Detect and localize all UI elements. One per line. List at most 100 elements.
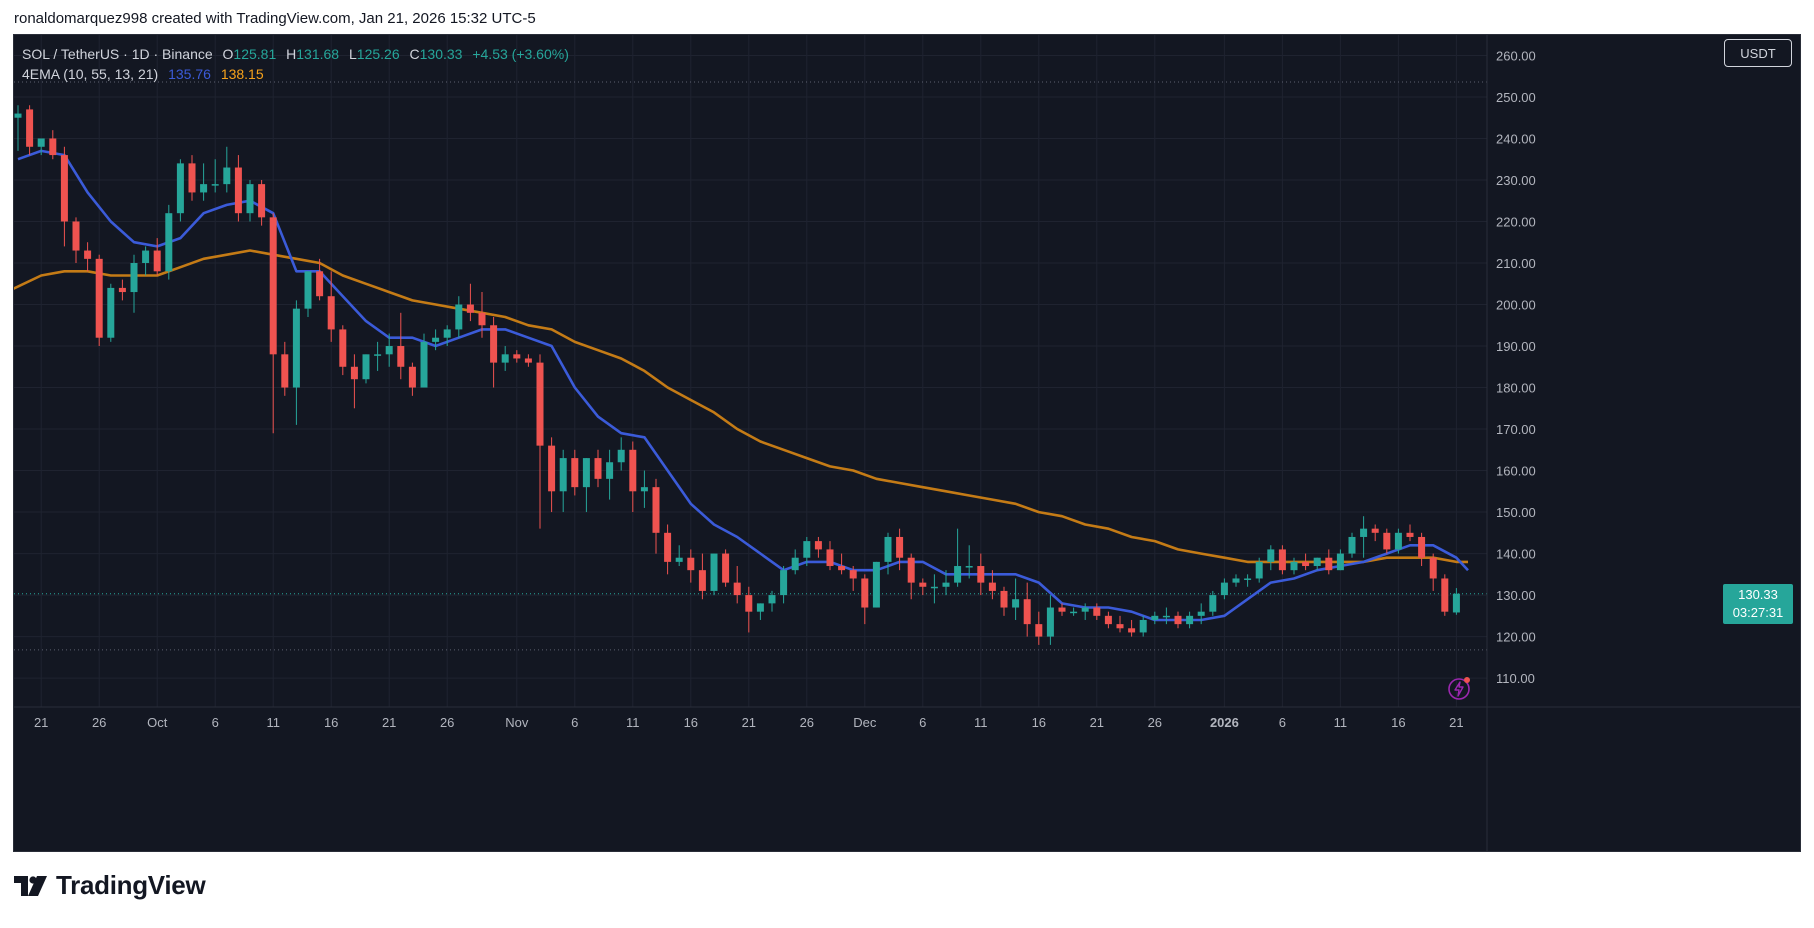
candle bbox=[1441, 574, 1449, 616]
candle-body bbox=[513, 354, 521, 359]
tradingview-logo-icon bbox=[14, 875, 47, 896]
candle bbox=[513, 350, 521, 363]
candle bbox=[478, 292, 486, 338]
lightning-icon[interactable] bbox=[1447, 675, 1473, 701]
time-tick-label: 16 bbox=[1032, 715, 1046, 730]
candle bbox=[1325, 549, 1333, 575]
candle bbox=[768, 590, 776, 612]
candle-body bbox=[142, 250, 150, 263]
candle bbox=[258, 179, 266, 226]
candle bbox=[1360, 516, 1368, 558]
candle-body bbox=[443, 329, 451, 338]
candle-body bbox=[1186, 615, 1194, 625]
time-tick-label: Dec bbox=[853, 715, 877, 730]
candle-body bbox=[675, 557, 683, 562]
time-tick-label: 16 bbox=[324, 715, 338, 730]
legend-row-indicator: 4EMA (10, 55, 13, 21) 135.76 138.15 bbox=[22, 64, 569, 84]
candle bbox=[60, 146, 68, 247]
candle bbox=[188, 155, 196, 201]
high-label: H bbox=[286, 46, 297, 62]
candle-body bbox=[1162, 615, 1170, 618]
time-tick-label: 21 bbox=[1449, 715, 1463, 730]
candle bbox=[1116, 615, 1124, 633]
candle-body bbox=[733, 582, 741, 596]
candle-body bbox=[698, 570, 706, 591]
candle-body bbox=[211, 184, 219, 186]
candle bbox=[1186, 611, 1194, 629]
candle-body bbox=[884, 536, 892, 562]
candle-body bbox=[640, 487, 648, 492]
candle-body bbox=[977, 566, 985, 583]
candle-body bbox=[594, 458, 602, 479]
candle bbox=[582, 458, 590, 513]
candle-body bbox=[1174, 615, 1182, 625]
candle bbox=[1197, 603, 1205, 625]
candle-body bbox=[791, 557, 799, 571]
candle-body bbox=[490, 325, 498, 363]
candle-body bbox=[1371, 528, 1379, 533]
candle-body bbox=[501, 354, 509, 363]
candle bbox=[200, 163, 208, 201]
candle bbox=[1313, 557, 1321, 571]
low-label: L bbox=[348, 46, 357, 62]
candle bbox=[269, 213, 277, 434]
candle bbox=[1267, 545, 1275, 571]
candle-body bbox=[930, 586, 938, 589]
candle bbox=[745, 586, 753, 633]
candle bbox=[234, 155, 242, 222]
candle-body bbox=[826, 549, 834, 567]
candle bbox=[339, 325, 347, 376]
candle bbox=[165, 204, 173, 280]
candle-body bbox=[1255, 561, 1263, 579]
candle bbox=[374, 341, 382, 371]
candle bbox=[281, 341, 289, 396]
indicator-label[interactable]: 4EMA (10, 55, 13, 21) bbox=[22, 66, 159, 82]
candle bbox=[872, 561, 880, 608]
candle bbox=[559, 449, 567, 513]
candle-body bbox=[95, 258, 103, 338]
currency-button[interactable]: USDT bbox=[1724, 39, 1792, 67]
candle bbox=[1220, 578, 1228, 600]
candle-body bbox=[350, 366, 358, 380]
symbol-label[interactable]: SOL / TetherUS · 1D · Binance bbox=[22, 46, 213, 62]
candle bbox=[153, 238, 161, 276]
candle-body bbox=[536, 362, 544, 446]
axes: 110.00 120.00 130.00 140.00 150.00 160.00 170.… bbox=[14, 35, 1800, 851]
time-tick-label: 21 bbox=[382, 715, 396, 730]
candle bbox=[1383, 528, 1391, 554]
tradingview-footer-logo[interactable]: TradingView bbox=[14, 870, 206, 901]
candle-body bbox=[1081, 607, 1089, 612]
candle bbox=[385, 333, 393, 367]
chart-panel[interactable]: 110.00 120.00 130.00 140.00 150.00 160.00 170.… bbox=[13, 34, 1801, 852]
ema-slow-value: 138.15 bbox=[220, 66, 264, 82]
candle bbox=[594, 449, 602, 488]
candle bbox=[84, 242, 92, 272]
candle-body bbox=[1325, 557, 1333, 571]
candle-body bbox=[246, 184, 254, 214]
candle bbox=[420, 333, 428, 388]
candle-body bbox=[872, 561, 880, 608]
candle bbox=[1000, 586, 1008, 616]
price-tick-label: 140.00 bbox=[1496, 547, 1536, 562]
candle bbox=[432, 329, 440, 351]
candle-body bbox=[1151, 615, 1159, 620]
candle bbox=[814, 536, 822, 558]
candle-body bbox=[281, 354, 289, 388]
candle-body bbox=[1035, 624, 1043, 637]
candle-body bbox=[130, 263, 138, 293]
time-tick-label: 6 bbox=[919, 715, 926, 730]
high-value: 131.68 bbox=[296, 46, 340, 62]
candle-body bbox=[954, 566, 962, 583]
price-tick-label: 130.00 bbox=[1496, 588, 1536, 603]
candle-body bbox=[107, 287, 115, 338]
candlestick-chart[interactable]: 110.00 120.00 130.00 140.00 150.00 160.00 170.… bbox=[14, 35, 1801, 852]
candle bbox=[884, 532, 892, 575]
time-tick-label: Nov bbox=[505, 715, 529, 730]
candle bbox=[907, 553, 915, 600]
open-value: 125.81 bbox=[233, 46, 277, 62]
candle bbox=[617, 437, 625, 471]
candle bbox=[1418, 532, 1426, 567]
time-tick-label: Oct bbox=[147, 715, 168, 730]
candle-body bbox=[1220, 582, 1228, 596]
candle-body bbox=[408, 366, 416, 388]
